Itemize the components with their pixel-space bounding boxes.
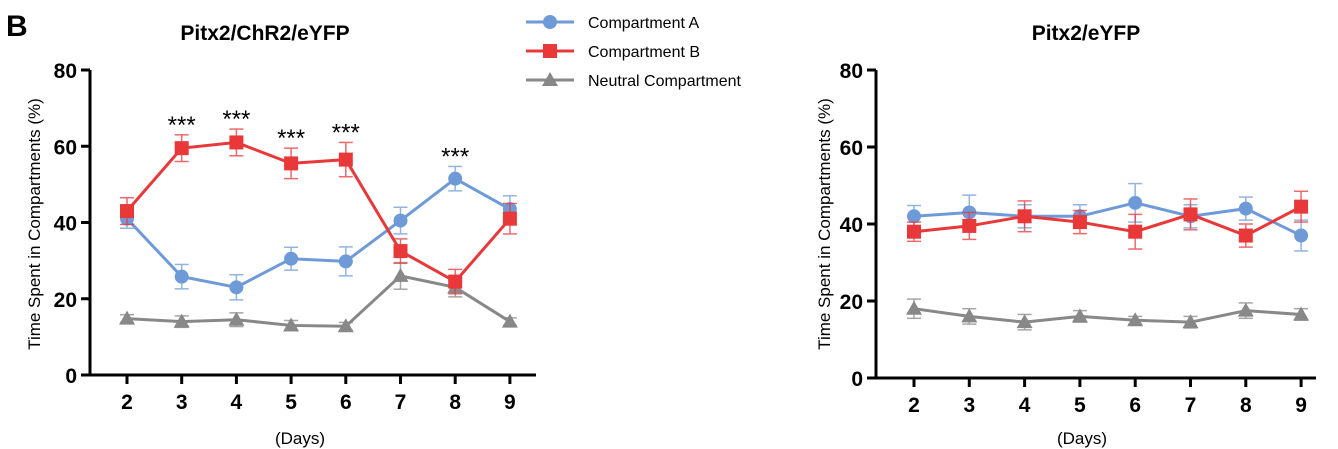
data-point: [448, 274, 463, 289]
data-point: [228, 311, 245, 326]
data-point: [393, 244, 408, 259]
legend-marker-circle: [543, 15, 557, 29]
chart-pitx2-chr2-eyfp: Pitx2/ChR2/eYFP (Days) Time Spent in Com…: [25, 22, 536, 448]
legend-label: Neutral Compartment: [588, 73, 742, 90]
x-tick-label: 7: [1185, 394, 1197, 417]
significance-label: ***: [222, 106, 250, 133]
data-point: [284, 251, 299, 266]
series-square: [120, 128, 517, 295]
data-point: [961, 308, 978, 323]
legend-marker-triangle: [542, 72, 558, 86]
y-tick-label: 20: [54, 289, 77, 312]
data-point: [907, 224, 921, 239]
y-tick-label: 60: [840, 137, 863, 160]
data-point: [283, 317, 300, 332]
data-point: [1183, 207, 1198, 222]
y-axis-label: Time Spent in Compartments (%): [815, 98, 834, 350]
legend-label: Compartment B: [588, 44, 700, 61]
series-line: [126, 274, 511, 328]
x-tick-label: 4: [231, 391, 243, 414]
chart-title: Pitx2/eYFP: [1032, 22, 1141, 45]
series-line: [913, 205, 1302, 238]
x-tick-label: 4: [1019, 394, 1031, 417]
y-tick-label: 40: [840, 214, 863, 237]
y-tick-label: 20: [840, 291, 863, 314]
series-line: [913, 307, 1302, 324]
series-circle: [120, 165, 517, 301]
data-point: [392, 267, 409, 282]
legend-label: Compartment A: [588, 15, 699, 32]
data-point: [174, 269, 189, 284]
series-line: [913, 201, 1302, 237]
x-axis-label: (Days): [1057, 429, 1107, 448]
significance-label: ***: [277, 125, 305, 152]
data-point: [1294, 228, 1309, 243]
data-point: [906, 300, 922, 315]
data-point: [1128, 195, 1143, 210]
x-tick-label: 8: [449, 391, 461, 414]
data-point: [448, 171, 463, 186]
data-point: [502, 211, 517, 226]
x-tick-label: 5: [1074, 394, 1086, 417]
x-tick-label: 5: [285, 391, 297, 414]
data-point: [1017, 209, 1032, 224]
data-point: [119, 310, 135, 325]
y-tick-label: 80: [840, 60, 863, 83]
data-point: [229, 280, 244, 295]
data-point: [1182, 314, 1199, 329]
y-tick-label: 80: [54, 60, 77, 83]
x-tick-label: 9: [504, 391, 516, 414]
data-point: [284, 156, 299, 171]
x-tick-label: 3: [176, 391, 188, 414]
data-point: [962, 218, 977, 233]
series-square: [907, 190, 1309, 250]
y-tick-label: 0: [65, 365, 77, 388]
series-triangle: [906, 298, 1310, 331]
x-tick-label: 2: [121, 391, 133, 414]
data-point: [229, 135, 244, 150]
data-point: [1016, 314, 1033, 329]
y-tick-label: 0: [851, 368, 863, 391]
significance-label: ***: [168, 112, 196, 139]
data-point: [1071, 308, 1088, 323]
data-point: [120, 204, 134, 219]
x-tick-label: 9: [1295, 394, 1307, 417]
series-line: [125, 140, 512, 284]
data-point: [174, 141, 189, 156]
data-point: [173, 313, 190, 328]
x-tick-label: 6: [340, 391, 352, 414]
x-tick-label: 8: [1240, 394, 1252, 417]
data-point: [1238, 201, 1253, 216]
x-tick-label: 2: [908, 394, 920, 417]
significance-label: ***: [441, 143, 469, 170]
significance-label: ***: [332, 119, 360, 146]
x-tick-label: 3: [963, 394, 975, 417]
legend-marker-square: [543, 44, 557, 58]
data-point: [907, 209, 921, 224]
chart-pitx2-eyfp: Pitx2/eYFP (Days) Time Spent in Compartm…: [815, 22, 1316, 448]
y-tick-label: 40: [54, 213, 77, 236]
data-point: [1238, 228, 1253, 243]
data-point: [501, 313, 518, 328]
data-point: [1293, 306, 1310, 321]
legend: Compartment A Compartment B Neutral Compar…: [526, 15, 742, 90]
series-line: [125, 176, 511, 289]
x-axis-label: (Days): [275, 429, 325, 448]
x-tick-label: 7: [395, 391, 407, 414]
data-point: [338, 254, 353, 269]
x-tick-label: 6: [1129, 394, 1141, 417]
y-axis-label: Time Spent in Compartments (%): [25, 98, 44, 350]
data-point: [1237, 302, 1254, 317]
y-tick-label: 60: [54, 136, 77, 159]
data-point: [338, 152, 353, 167]
data-point: [1128, 224, 1143, 239]
data-point: [1127, 312, 1144, 327]
data-point: [337, 318, 354, 333]
chart-title: Pitx2/ChR2/eYFP: [180, 22, 349, 45]
data-point: [393, 213, 408, 228]
data-point: [1294, 199, 1309, 214]
data-point: [1072, 215, 1087, 230]
panel-letter: B: [6, 10, 28, 43]
